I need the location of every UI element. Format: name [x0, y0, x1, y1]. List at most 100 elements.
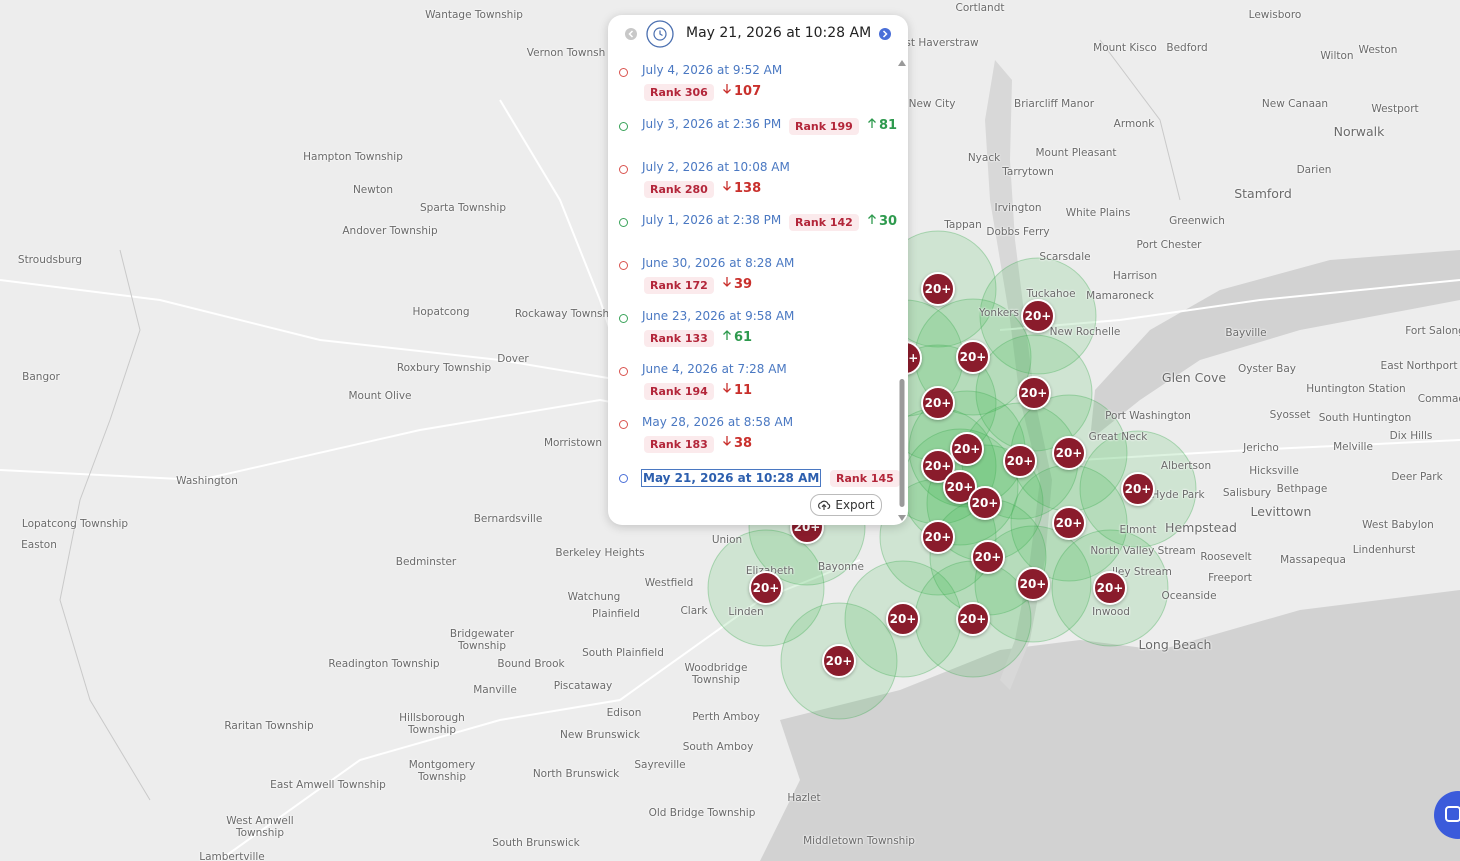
place-label: Massapequa: [1280, 554, 1346, 566]
header-date: May 21, 2026 at 10:28 AM: [686, 25, 872, 41]
place-label: Inwood: [1092, 606, 1130, 618]
place-label: Great Neck: [1088, 431, 1148, 443]
place-label: Readington Township: [328, 658, 440, 670]
cluster-marker[interactable]: 20+: [1052, 506, 1086, 540]
cluster-marker[interactable]: 20+: [1016, 567, 1050, 601]
cluster-marker[interactable]: 20+: [1003, 444, 1037, 478]
entry-date[interactable]: July 4, 2026 at 9:52 AM: [642, 63, 783, 77]
cluster-marker[interactable]: 20+: [956, 340, 990, 374]
place-label: Briarcliff Manor: [1013, 98, 1095, 110]
cluster-marker[interactable]: 20+: [956, 602, 990, 636]
entry-date[interactable]: July 2, 2026 at 10:08 AM: [642, 160, 790, 174]
place-label: Bedford: [1166, 42, 1208, 54]
cluster-marker[interactable]: 20+: [921, 272, 955, 306]
place-label: Greenwich: [1169, 215, 1225, 227]
rank-badge: Rank 172: [644, 277, 714, 294]
place-label: Westport: [1371, 103, 1419, 115]
cluster-marker[interactable]: 20+: [1121, 472, 1155, 506]
history-panel: May 21, 2026 at 10:28 AM July 4, 2026 at…: [608, 15, 908, 525]
cluster-marker[interactable]: 20+: [921, 449, 955, 483]
change-value: 39: [734, 277, 753, 292]
place-label: Bayville: [1225, 327, 1267, 339]
scrollbar[interactable]: [896, 57, 908, 527]
entry-date[interactable]: June 23, 2026 at 9:58 AM: [642, 309, 795, 323]
place-label: Hazlet: [787, 792, 821, 804]
place-label: North Valley Stream: [1090, 545, 1196, 557]
entry-date[interactable]: June 4, 2026 at 7:28 AM: [642, 362, 787, 376]
place-label: Dobbs Ferry: [986, 226, 1050, 238]
place-label: Port Washington: [1105, 410, 1191, 422]
cluster-marker[interactable]: 20+: [1021, 299, 1055, 333]
entry-date[interactable]: June 30, 2026 at 8:28 AM: [642, 256, 795, 270]
export-button[interactable]: Export: [810, 494, 882, 516]
place-label: Easton: [21, 539, 57, 551]
place-label: Sayreville: [634, 759, 686, 771]
cluster-marker[interactable]: 20+: [1093, 571, 1127, 605]
place-label: Westfield: [644, 577, 694, 589]
place-label: Bedminster: [395, 556, 457, 568]
cluster-marker[interactable]: 20+: [950, 432, 984, 466]
place-label: Deer Park: [1391, 471, 1443, 483]
cluster-marker[interactable]: 20+: [968, 486, 1002, 520]
cluster-marker[interactable]: 20+: [886, 602, 920, 636]
rank-badge: Rank 133: [644, 330, 714, 347]
place-label: Oyster Bay: [1237, 363, 1297, 375]
place-label: Mamaroneck: [1086, 290, 1154, 302]
place-label: Huntington Station: [1306, 383, 1406, 395]
cluster-marker[interactable]: 20+: [822, 644, 856, 678]
chat-widget[interactable]: [1432, 790, 1460, 840]
place-label: st Haverstraw: [905, 37, 979, 49]
place-label: North Brunswick: [532, 768, 620, 780]
status-dot: [619, 68, 628, 77]
place-label: Linden: [728, 606, 764, 618]
back-button[interactable]: [625, 28, 637, 40]
entry-date[interactable]: July 1, 2026 at 2:38 PM: [642, 213, 782, 227]
rank-badge: Rank 194: [644, 383, 714, 400]
forward-button[interactable]: [879, 28, 891, 40]
arrow-down: [723, 84, 731, 94]
place-label: West Amwell Township: [226, 815, 294, 839]
place-label: Lopatcong Township: [21, 518, 129, 530]
place-label: South Plainfield: [582, 647, 664, 659]
place-label: Lindenhurst: [1352, 544, 1416, 556]
change-value: 38: [734, 436, 753, 451]
entry-date[interactable]: May 28, 2026 at 8:58 AM: [642, 415, 794, 429]
cluster-marker[interactable]: 20+: [1017, 376, 1051, 410]
place-label: Bangor: [22, 371, 60, 383]
place-label: Morristown: [543, 437, 603, 449]
rank-badge: Rank 306: [644, 84, 714, 101]
place-label: Andover Township: [342, 225, 438, 237]
cluster-marker[interactable]: 20+: [1052, 436, 1086, 470]
place-label: Hillsborough Township: [399, 712, 465, 736]
cluster-marker[interactable]: 20+: [921, 520, 955, 554]
place-label: Berkeley Heights: [555, 547, 645, 559]
rank-change: 61: [722, 329, 752, 345]
place-label: Edison: [606, 707, 642, 719]
place-label: Mount Pleasant: [1035, 147, 1117, 159]
place-label: Clark: [680, 605, 708, 617]
place-label: Lambertville: [199, 851, 265, 861]
arrow-down: [723, 277, 731, 287]
place-label: Washington: [176, 475, 238, 487]
cluster-marker[interactable]: 20+: [921, 386, 955, 420]
place-label: Armonk: [1113, 118, 1155, 130]
place-label: Woodbridge Township: [684, 662, 748, 686]
cluster-marker[interactable]: 20+: [971, 540, 1005, 574]
place-label: Mount Olive: [348, 390, 412, 402]
cluster-marker[interactable]: 20+: [749, 571, 783, 605]
place-label: Salisbury: [1222, 487, 1272, 499]
place-label: Roosevelt: [1200, 551, 1252, 563]
place-label: New Rochelle: [1049, 326, 1121, 338]
place-label: Freeport: [1208, 572, 1252, 584]
change-value: 30: [879, 214, 898, 229]
place-label: Plainfield: [592, 608, 640, 620]
entry-date[interactable]: May 21, 2026 at 10:28 AM: [641, 469, 822, 487]
place-label: Manville: [473, 684, 517, 696]
cluster-marker[interactable]: 20+: [943, 470, 977, 504]
rank-badge: Rank 280: [644, 181, 714, 198]
place-label: East Northport: [1380, 360, 1458, 372]
entry-date[interactable]: July 3, 2026 at 2:36 PM: [642, 117, 782, 131]
place-label: Tarrytown: [1002, 166, 1054, 178]
place-label: Roxbury Township: [396, 362, 492, 374]
change-value: 138: [734, 181, 762, 196]
